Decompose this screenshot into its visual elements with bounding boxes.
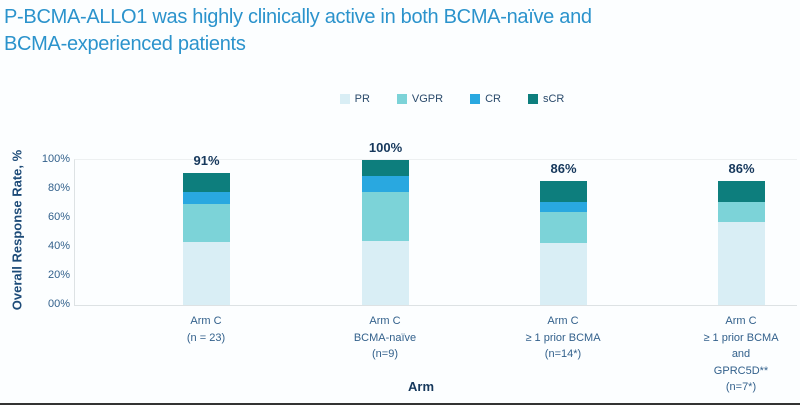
- legend-label: VGPR: [411, 93, 444, 105]
- x-category-label-line: GPRC5D**: [713, 364, 769, 377]
- legend-swatch-icon: [396, 94, 407, 104]
- bar-column: 86%: [540, 161, 587, 305]
- x-category-label: Arm C ≥ 1 prior BCMA (n=14*): [473, 313, 653, 363]
- y-tick-label: 80%: [47, 182, 70, 194]
- slide-title: P-BCMA-ALLO1 was highly clinically activ…: [4, 6, 592, 55]
- bar-segment-cr: [362, 176, 409, 193]
- bottom-edge-strip: [0, 403, 800, 405]
- bar-total-label: 86%: [728, 160, 755, 176]
- bar-segment-scr: [540, 180, 587, 202]
- x-category-label: Arm C ≥ 1 prior BCMA and GPRC5D** (n=7*): [651, 313, 800, 396]
- bar-segment-pr: [183, 241, 230, 305]
- x-category-label-line: Arm C: [725, 315, 757, 327]
- legend-item-cr: CR: [470, 93, 501, 105]
- bar-stack: [362, 160, 409, 305]
- x-category-label-line: BCMA-naïve: [353, 331, 417, 344]
- bar-segment-cr: [183, 191, 230, 205]
- legend-item-vgpr: VGPR: [396, 93, 444, 105]
- x-category-label-line: (n = 23): [186, 331, 226, 344]
- y-tick-label: 60%: [47, 211, 70, 223]
- legend-label: PR: [354, 93, 370, 105]
- bar-segment-vgpr: [718, 201, 765, 223]
- x-category-label-line: (n=7*): [725, 381, 757, 393]
- x-category-label-line: (n=14*): [544, 348, 582, 360]
- bar-column: 91%: [183, 153, 230, 305]
- bar-segment-pr: [718, 222, 765, 305]
- bar-segment-pr: [362, 240, 409, 305]
- bar-stack: [183, 172, 230, 305]
- bar-segment-scr: [718, 180, 765, 202]
- y-tick-label: 40%: [47, 240, 70, 252]
- y-tick-label: 100%: [41, 153, 70, 165]
- x-category-label-line: Arm C: [369, 315, 401, 327]
- bar-segment-cr: [540, 201, 587, 212]
- legend-swatch-icon: [470, 94, 481, 104]
- bar-stack: [540, 180, 587, 305]
- legend-item-scr: sCR: [527, 93, 565, 105]
- chart-legend: PR VGPR CR sCR: [0, 93, 800, 105]
- legend-swatch-icon: [339, 94, 350, 104]
- bar-segment-scr: [183, 172, 230, 192]
- x-category-label-line: ≥ 1 prior BCMA: [703, 331, 779, 344]
- x-category-label-line: ≥ 1 prior BCMA: [525, 331, 601, 344]
- bar-segment-scr: [362, 160, 409, 177]
- legend-label: CR: [485, 93, 501, 105]
- x-category-label: Arm C (n = 23): [116, 313, 296, 346]
- x-category-label-line: Arm C: [547, 315, 579, 327]
- x-category-label-line: (n=9): [372, 348, 398, 360]
- bar-segment-pr: [540, 242, 587, 305]
- bar-total-label: 91%: [193, 152, 220, 168]
- y-axis-title: Overall Response Rate, %: [9, 149, 25, 311]
- bar-stack: [718, 180, 765, 305]
- x-category-label: Arm C BCMA-naïve (n=9): [295, 313, 475, 363]
- bar-total-label: 100%: [368, 140, 403, 156]
- legend-label: sCR: [542, 93, 565, 105]
- x-category-label-line: and: [731, 348, 751, 360]
- bar-segment-vgpr: [540, 211, 587, 243]
- bar-column: 100%: [362, 140, 409, 305]
- bar-segment-vgpr: [362, 192, 409, 241]
- bar-total-label: 86%: [550, 160, 577, 176]
- y-tick-label: 20%: [47, 269, 70, 281]
- plot-area: 91% 100% 86% 86%: [74, 140, 797, 306]
- bar-segment-vgpr: [183, 204, 230, 242]
- bar-column: 86%: [718, 161, 765, 305]
- legend-item-pr: PR: [339, 93, 370, 105]
- x-axis-title: Arm: [407, 379, 435, 394]
- x-category-label-line: Arm C: [190, 315, 222, 327]
- y-tick-label: 00%: [47, 298, 70, 310]
- legend-swatch-icon: [527, 94, 538, 104]
